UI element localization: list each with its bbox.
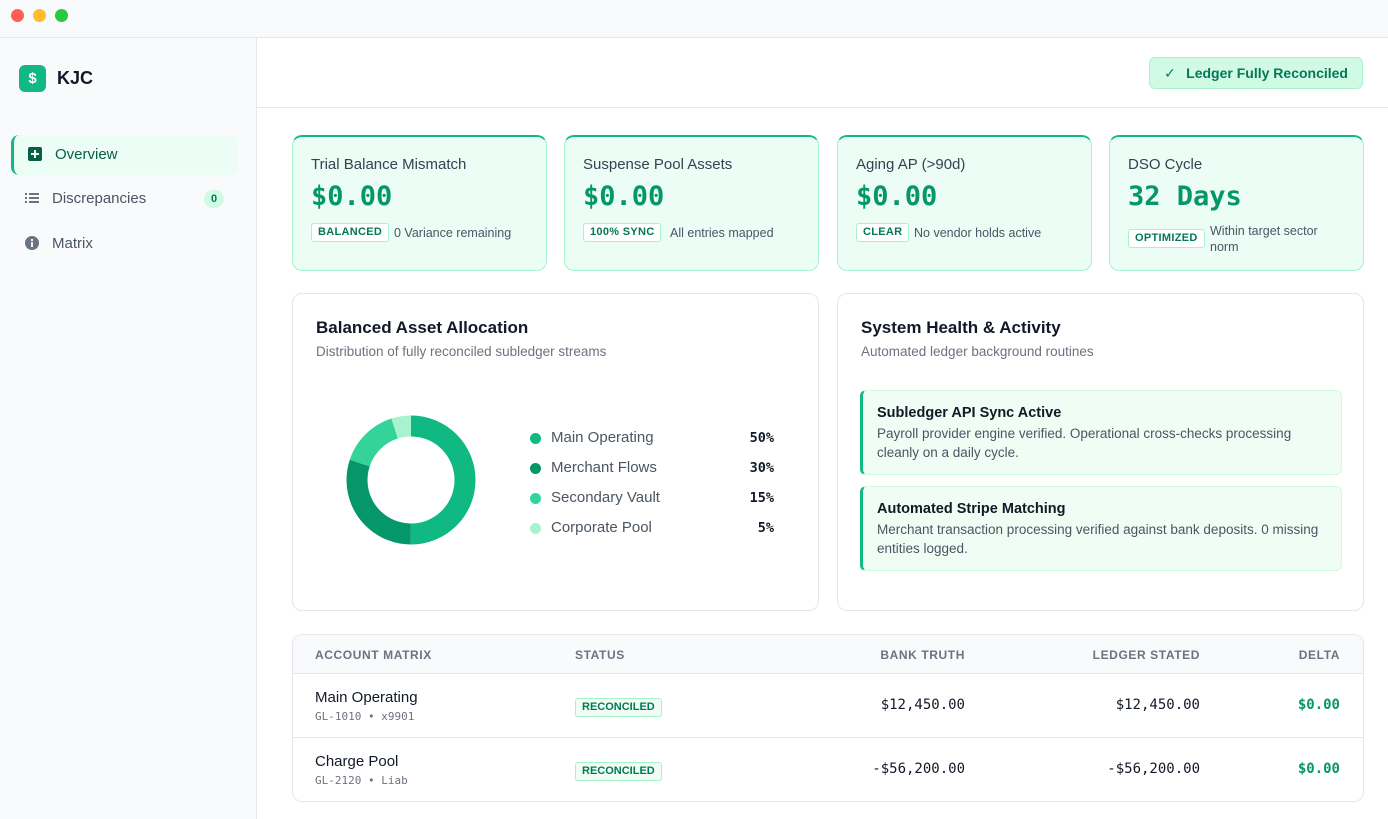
check-icon: ✓ [1164, 65, 1176, 81]
table-row[interactable]: Charge Pool GL-2120 • Liab RECONCILED -$… [293, 738, 1363, 801]
account-code: GL-1010 • x9901 [315, 710, 415, 723]
minimize-window-button[interactable] [33, 9, 46, 22]
activity-card: Automated Stripe Matching Merchant trans… [860, 486, 1342, 571]
kpi-note: 0 Variance remaining [394, 226, 512, 240]
column-header-bank-truth[interactable]: BANK TRUTH [880, 648, 965, 662]
kpi-label: DSO Cycle [1128, 156, 1203, 173]
status-badge: RECONCILED [575, 698, 662, 717]
activity-description: Payroll provider engine verified. Operat… [877, 426, 1292, 460]
panel-title: Balanced Asset Allocation [316, 318, 529, 337]
legend-value: 5% [757, 520, 774, 536]
close-window-button[interactable] [11, 9, 24, 22]
column-header-status[interactable]: STATUS [575, 648, 625, 662]
ledger-status-label: Ledger Fully Reconciled [1186, 65, 1348, 81]
discrepancies-count-badge: 0 [204, 190, 224, 208]
window-titlebar [0, 0, 1388, 38]
table-header: ACCOUNT MATRIX STATUS BANK TRUTH LEDGER … [293, 635, 1363, 674]
account-name: Charge Pool [315, 753, 399, 770]
kpi-note: No vendor holds active [914, 226, 1042, 240]
page-header: ✓ Ledger Fully Reconciled [257, 38, 1388, 108]
sidebar-item-overview[interactable]: Overview [11, 135, 238, 175]
kpi-label: Suspense Pool Assets [583, 156, 733, 173]
legend-label: Main Operating [551, 429, 654, 446]
kpi-status-tag: BALANCED [311, 223, 390, 242]
activity-title: Automated Stripe Matching [877, 501, 1066, 517]
panel-title: System Health & Activity [861, 318, 1061, 337]
column-header-ledger-stated[interactable]: LEDGER STATED [1092, 648, 1200, 662]
bank-truth-value: -$56,200.00 [872, 761, 965, 777]
legend-value: 15% [749, 490, 774, 506]
delta-value: $0.00 [1297, 697, 1340, 713]
legend-value: 50% [749, 430, 774, 446]
ledger-stated-value: $12,450.00 [1115, 697, 1200, 713]
panel-subtitle: Distribution of fully reconciled subledg… [316, 344, 607, 359]
kpi-value: $0.00 [311, 181, 393, 212]
account-code: GL-2120 • Liab [315, 774, 408, 787]
legend-label: Secondary Vault [551, 489, 660, 506]
kpi-note: Within target sector norm [1210, 224, 1318, 254]
legend-item: Main Operating 50% [530, 428, 774, 448]
list-icon [25, 193, 39, 203]
donut-slice-merchant-flows[interactable] [346, 415, 476, 545]
app-name: KJC [57, 68, 94, 88]
kpi-card-aging-ap: Aging AP (>90d) $0.00 CLEAR No vendor ho… [837, 135, 1092, 271]
legend-label: Corporate Pool [551, 519, 652, 536]
delta-value: $0.00 [1297, 761, 1340, 777]
status-badge: RECONCILED [575, 762, 662, 781]
kpi-label: Aging AP (>90d) [856, 156, 966, 173]
activity-card: Subledger API Sync Active Payroll provid… [860, 390, 1342, 475]
allocation-donut-chart [346, 415, 476, 545]
ledger-stated-value: -$56,200.00 [1107, 761, 1200, 777]
column-header-delta[interactable]: DELTA [1298, 648, 1340, 662]
legend-swatch [530, 463, 541, 474]
kpi-label: Trial Balance Mismatch [311, 156, 467, 173]
kpi-status-tag: OPTIMIZED [1128, 229, 1205, 248]
sidebar-item-label: Matrix [52, 235, 93, 252]
account-name: Main Operating [315, 689, 418, 706]
kpi-card-suspense-pool: Suspense Pool Assets $0.00 100% SYNC All… [564, 135, 819, 271]
bank-truth-value: $12,450.00 [880, 697, 965, 713]
plus-square-icon [28, 147, 42, 161]
activity-title: Subledger API Sync Active [877, 405, 1062, 421]
kpi-value: $0.00 [583, 181, 665, 212]
legend-item: Secondary Vault 15% [530, 488, 774, 508]
allocation-panel: Balanced Asset Allocation Distribution o… [292, 293, 819, 611]
ledger-status-badge[interactable]: ✓ Ledger Fully Reconciled [1149, 57, 1363, 89]
kpi-value: 32 Days [1128, 181, 1242, 212]
account-matrix-table: ACCOUNT MATRIX STATUS BANK TRUTH LEDGER … [292, 634, 1364, 802]
activity-description: Merchant transaction processing verified… [877, 522, 1319, 556]
info-icon [25, 236, 39, 250]
table-row[interactable]: Main Operating GL-1010 • x9901 RECONCILE… [293, 674, 1363, 738]
kpi-value: $0.00 [856, 181, 938, 212]
kpi-status-tag: CLEAR [856, 223, 910, 242]
panel-subtitle: Automated ledger background routines [861, 344, 1094, 359]
sidebar-item-label: Overview [55, 146, 118, 163]
legend-item: Merchant Flows 30% [530, 458, 774, 478]
kpi-card-dso-cycle: DSO Cycle 32 Days OPTIMIZED Within targe… [1109, 135, 1364, 271]
legend-swatch [530, 493, 541, 504]
kpi-note: All entries mapped [670, 226, 774, 240]
legend-item: Corporate Pool 5% [530, 518, 774, 538]
donut-slice-corporate-pool[interactable] [346, 415, 476, 545]
sidebar: $ KJC Overview Discrepancies 0 Matrix [0, 38, 257, 819]
column-header-account[interactable]: ACCOUNT MATRIX [315, 648, 432, 662]
legend-swatch [530, 523, 541, 534]
sidebar-item-discrepancies[interactable]: Discrepancies 0 [11, 179, 238, 219]
kpi-status-tag: 100% SYNC [583, 223, 662, 242]
sidebar-item-label: Discrepancies [52, 190, 147, 207]
maximize-window-button[interactable] [55, 9, 68, 22]
sidebar-item-matrix[interactable]: Matrix [11, 224, 238, 264]
legend-swatch [530, 433, 541, 444]
app-logo: $ [19, 65, 46, 92]
legend-value: 30% [749, 460, 774, 476]
kpi-card-trial-balance: Trial Balance Mismatch $0.00 BALANCED 0 … [292, 135, 547, 271]
legend-label: Merchant Flows [551, 459, 657, 476]
system-health-panel: System Health & Activity Automated ledge… [837, 293, 1364, 611]
